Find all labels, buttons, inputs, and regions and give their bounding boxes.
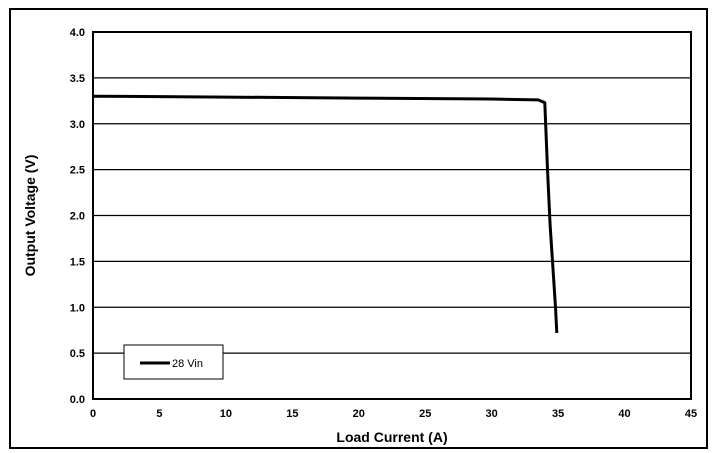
y-axis-title: Output Voltage (V): [22, 155, 38, 277]
x-tick-label: 40: [618, 408, 630, 420]
x-tick-label: 45: [685, 408, 697, 420]
chart-frame: 0.0 0.5 1.0 1.5 2.0 2.5 3.0 3.5 4.0 0 5 10 15 20 25 30 3…: [9, 8, 708, 449]
plot-area: [92, 31, 692, 400]
legend-label-28-vin: 28 Vin: [172, 358, 203, 370]
y-tick-label: 2.5: [70, 165, 85, 177]
chart-canvas: 0.0 0.5 1.0 1.5 2.0 2.5 3.0 3.5 4.0 0 5 10 15 20 25 30 3…: [22, 27, 697, 445]
legend: 28 Vin: [123, 344, 224, 380]
tick-labels: 0.0 0.5 1.0 1.5 2.0 2.5 3.0 3.5 4.0 0 5 10 15 20 25 30 3…: [70, 27, 697, 420]
x-tick-label: 10: [220, 408, 232, 420]
y-tick-label: 0.5: [70, 348, 85, 360]
y-tick-label: 4.0: [70, 27, 85, 39]
x-tick-label: 35: [552, 408, 564, 420]
y-tick-label: 3.5: [70, 73, 85, 85]
x-tick-label: 15: [286, 408, 298, 420]
y-tick-label: 3.0: [70, 119, 85, 131]
y-tick-label: 0.0: [70, 394, 85, 406]
x-tick-label: 20: [353, 408, 365, 420]
x-tick-label: 30: [486, 408, 498, 420]
x-axis-title: Load Current (A): [336, 429, 447, 445]
series-line-0: [92, 94, 559, 333]
x-tick-label: 25: [419, 408, 431, 420]
series-group: [92, 94, 559, 333]
y-tick-label: 1.0: [70, 302, 85, 314]
x-tick-label: 5: [156, 408, 162, 420]
grid-lines: [93, 31, 691, 400]
y-tick-label: 2.0: [70, 211, 85, 223]
y-tick-label: 1.5: [70, 256, 85, 268]
x-tick-label: 0: [90, 408, 96, 420]
